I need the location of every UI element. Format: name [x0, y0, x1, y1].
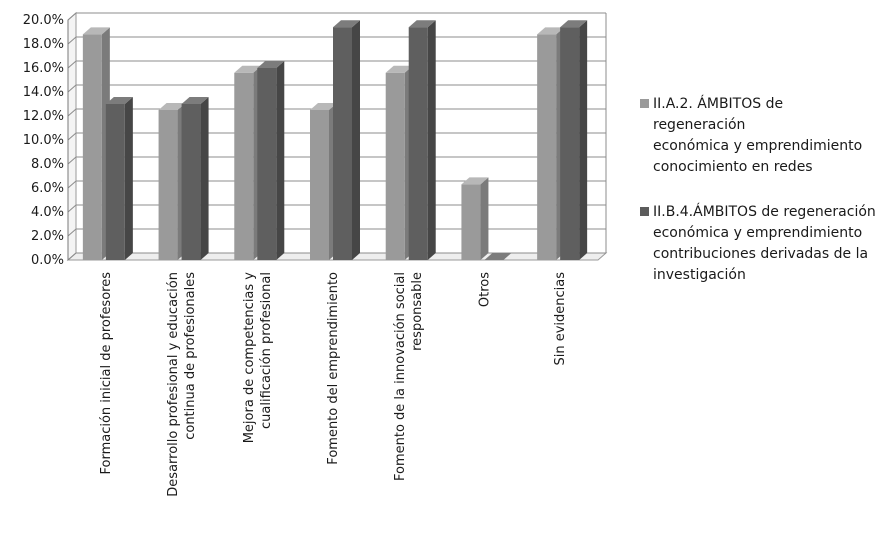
- category-label-line: Otros: [477, 272, 492, 307]
- bar-2-1: [105, 104, 125, 260]
- category-label-4: Fomento del emprendimiento: [326, 272, 341, 465]
- y-tick-label: 12.0%: [23, 109, 64, 124]
- category-label-3: Mejora de competencias y cualificación pr…: [242, 272, 274, 444]
- category-label-line: Fomento del emprendimiento: [326, 272, 341, 465]
- legend-label-series-1: II.A.2. ÁMBITOS de regeneración económic…: [653, 96, 863, 175]
- bar-2-2: [181, 104, 201, 260]
- category-label-line: responsable: [410, 272, 425, 351]
- bar-2-4-side: [352, 20, 360, 261]
- bar-1-6-top: [461, 177, 489, 185]
- bar-1-6-side: [480, 177, 489, 260]
- legend-label-series-2: II.B.4.ÁMBITOS de regeneración económica…: [653, 204, 876, 283]
- bar-2-5-side: [427, 20, 436, 261]
- bar-1-2-top: [158, 103, 186, 110]
- y-tick-label: 20.0%: [23, 13, 64, 28]
- bar-2-5: [408, 27, 428, 261]
- y-tick-label: 10.0%: [23, 133, 64, 148]
- category-label-text-1: Formación inicial de profesores: [99, 272, 114, 475]
- y-tick-label: 0.0%: [31, 253, 64, 268]
- bar-1-7-top: [537, 27, 565, 35]
- category-label-2: Desarrollo profesional y educación contin…: [166, 272, 198, 497]
- legend-swatch-series-1: [640, 99, 649, 108]
- category-label-line: cualificación profesional: [259, 272, 274, 429]
- category-label-text-6: Otros: [477, 272, 492, 307]
- bar-2-4: [333, 27, 352, 261]
- bar-2-1-side: [124, 97, 133, 260]
- bar-2-3: [257, 68, 277, 260]
- bar-2-2-side: [200, 97, 209, 260]
- bar-2-7: [560, 27, 580, 261]
- legend-swatch-series-2: [640, 207, 649, 216]
- bar-2-7-side: [579, 20, 588, 261]
- legend-item-series-1: II.A.2. ÁMBITOS de regeneración económic…: [640, 94, 876, 178]
- y-tick-label: 8.0%: [31, 157, 64, 172]
- bar-1-7: [537, 34, 557, 261]
- category-label-7: Sin evidencias: [553, 272, 568, 366]
- category-label-line: Desarrollo profesional y educación: [166, 272, 181, 497]
- legend-item-series-2: II.B.4.ÁMBITOS de regeneración económica…: [640, 202, 876, 286]
- bar-1-4: [310, 110, 329, 260]
- category-label-1: Formación inicial de profesores: [99, 272, 114, 475]
- bar-2-2-top: [181, 97, 209, 104]
- bar-1-4-top: [310, 103, 337, 110]
- gridline: [67, 12, 606, 21]
- bar-2-4-top: [333, 20, 360, 28]
- category-label-line: continua de profesionales: [183, 272, 198, 440]
- category-label-line: Formación inicial de profesores: [99, 272, 114, 475]
- category-label-text-2: Desarrollo profesional y educación contin…: [166, 272, 198, 497]
- bar-1-5: [385, 72, 405, 260]
- y-tick-label: 14.0%: [23, 85, 64, 100]
- category-label-5: Fomento de la innovación social responsab…: [393, 272, 425, 481]
- bar-2-6-top: [484, 253, 512, 260]
- category-label-text-3: Mejora de competencias y cualificación pr…: [242, 272, 274, 444]
- bar-1-3-top: [234, 65, 262, 73]
- bar-1-3: [234, 72, 254, 260]
- legend: II.A.2. ÁMBITOS de regeneración económic…: [640, 94, 876, 310]
- bar-1-5-top: [385, 65, 413, 73]
- bar-1-6: [461, 184, 481, 260]
- category-label-line: Fomento de la innovación social: [393, 272, 408, 481]
- category-label-line: Mejora de competencias y: [242, 272, 257, 444]
- y-tick-label: 18.0%: [23, 37, 64, 52]
- bar-2-1-top: [105, 97, 133, 104]
- y-tick-label: 16.0%: [23, 61, 64, 76]
- category-label-text-4: Fomento del emprendimiento: [326, 272, 341, 465]
- category-label-text-7: Sin evidencias: [553, 272, 568, 366]
- y-tick-label: 6.0%: [31, 181, 64, 196]
- bar-2-7-top: [560, 20, 588, 28]
- bar-2-5-top: [408, 20, 436, 28]
- bar-1-1: [82, 34, 102, 261]
- category-label-text-5: Fomento de la innovación social responsab…: [393, 272, 425, 481]
- category-label-line: Sin evidencias: [553, 272, 568, 366]
- bar-1-2: [158, 110, 178, 260]
- y-tick-label: 4.0%: [31, 205, 64, 220]
- bar-2-3-side: [276, 61, 285, 260]
- category-label-6: Otros: [477, 272, 492, 307]
- y-tick-label: 2.0%: [31, 229, 64, 244]
- bar-1-1-top: [82, 27, 110, 35]
- bar-2-3-top: [257, 61, 285, 68]
